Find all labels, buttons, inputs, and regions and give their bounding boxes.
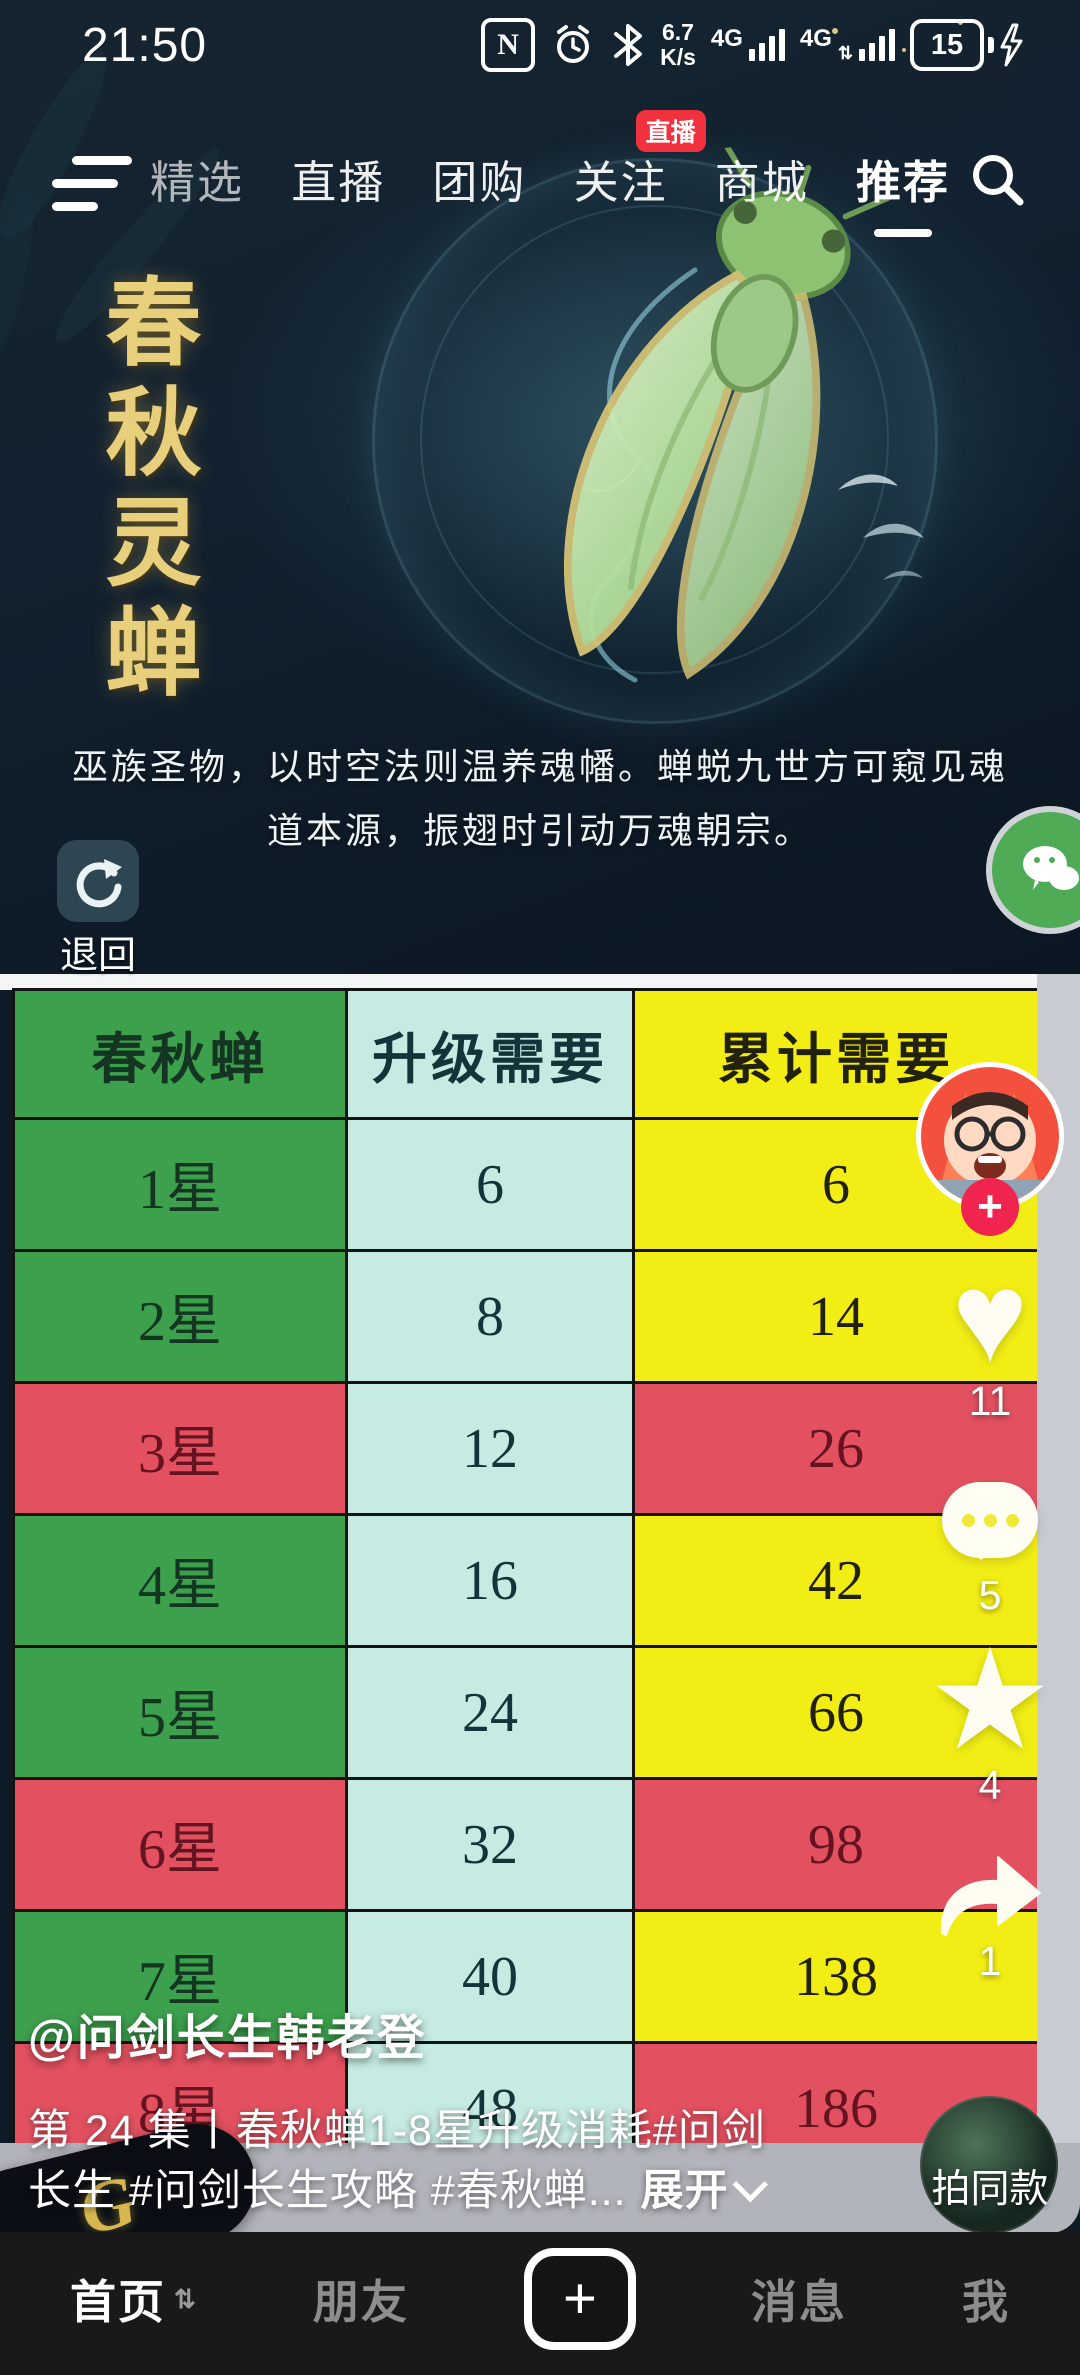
table-row: 3星 12 26 xyxy=(12,1381,1037,1516)
bottom-nav-首页[interactable]: 首页 ⇅ xyxy=(70,2275,198,2328)
shoot-same-disc[interactable] xyxy=(920,2096,1058,2234)
table-cell: 6 xyxy=(345,1117,635,1252)
table-row: 5星 24 66 xyxy=(12,1645,1037,1780)
shoot-same-label[interactable]: 拍同款 xyxy=(931,2168,1049,2211)
bluetooth-icon xyxy=(614,24,643,66)
table-cell: 2星 xyxy=(12,1249,348,1384)
table-row: 6星 32 98 xyxy=(12,1777,1037,1912)
search-icon[interactable] xyxy=(966,148,1028,210)
nfc-icon: N xyxy=(481,18,536,72)
table-row: 1星 6 6 xyxy=(12,1117,1037,1252)
table-cell: 1星 xyxy=(12,1117,348,1252)
top-navigation: 精选 直播 团购 关注 直播 商城 推荐 xyxy=(0,109,1080,238)
favorite-count: 4 xyxy=(978,1762,1002,1808)
sparkle-dot xyxy=(832,28,838,34)
table-header-cell: 升级需要 xyxy=(345,988,635,1120)
live-badge: 直播 xyxy=(635,109,706,152)
caption-line-2: 长生 #问剑长生攻略 #春秋蝉... 展开 xyxy=(28,2156,768,2218)
comment-icon[interactable] xyxy=(942,1482,1038,1558)
network-speed: 6.7 K/s xyxy=(660,19,696,70)
table-cell: 26 xyxy=(632,1381,1037,1516)
tab-商城[interactable]: 商城 xyxy=(714,156,809,208)
creator-username[interactable]: @问剑长生韩老登 xyxy=(28,2012,427,2065)
battery-indicator: 15 xyxy=(910,19,1024,71)
table-cell: 66 xyxy=(632,1645,1037,1780)
bird-marks-decoration xyxy=(838,474,924,580)
sheet-background-top xyxy=(0,974,1080,990)
table-cell: 16 xyxy=(345,1513,635,1648)
like-icon[interactable]: ♥ xyxy=(952,1246,1028,1389)
alarm-clock-icon xyxy=(557,25,590,63)
bottom-nav-消息[interactable]: 消息 xyxy=(750,2275,847,2328)
table-row: 4星 16 42 xyxy=(12,1513,1037,1648)
top-tabs: 精选 直播 团购 关注 直播 商城 推荐 xyxy=(150,109,950,218)
table-cell: 7星 xyxy=(12,1909,348,2044)
table-row: 7星 40 138 xyxy=(12,1909,1037,2044)
upgrade-cost-table: 春秋蝉 升级需要 累计需要 1星 6 6 2星 8 14 3星 12 26 4星 16 42 5星 24 66 6星… xyxy=(12,988,1037,2143)
menu-icon[interactable] xyxy=(46,156,134,212)
table-row: 春秋蝉 升级需要 累计需要 xyxy=(12,988,1037,1120)
table-cell: 3星 xyxy=(12,1381,348,1516)
table-cell: 6星 xyxy=(12,1777,348,1912)
table-cell: 32 xyxy=(345,1777,635,1912)
charging-bolt-icon xyxy=(1000,23,1023,67)
table-header-cell: 春秋蝉 xyxy=(12,988,348,1120)
glow-ring-decoration xyxy=(372,158,938,724)
description-line-2: 道本源，振翅时引动万魂朝宗。 xyxy=(266,811,813,851)
comment-count: 5 xyxy=(978,1572,1002,1618)
tab-直播[interactable]: 直播 xyxy=(291,156,386,208)
tab-团购[interactable]: 团购 xyxy=(432,156,527,208)
create-post-button[interactable]: + xyxy=(523,2247,636,2350)
table-cell: 24 xyxy=(345,1645,635,1780)
home-refresh-icon: ⇅ xyxy=(174,2283,198,2314)
bottom-nav-朋友[interactable]: 朋友 xyxy=(312,2275,409,2328)
description-line-1: 巫族圣物，以时空法则温养魂幡。蝉蜕九世方可窥见魂 xyxy=(71,747,1008,787)
clock-time: 21:50 xyxy=(82,19,208,72)
bottom-nav-我[interactable]: 我 xyxy=(961,2275,1010,2328)
share-count: 1 xyxy=(978,1938,1002,1984)
bottom-navigation: 首页 ⇅ 朋友 + 消息 我 xyxy=(0,2232,1080,2375)
table-cell: 138 xyxy=(632,1909,1037,2044)
back-button-label: 退回 xyxy=(59,935,136,977)
table-row: 2星 8 14 xyxy=(12,1249,1037,1384)
signal-sim1: 4G xyxy=(711,27,785,61)
table-cell: 14 xyxy=(632,1249,1037,1384)
share-icon[interactable] xyxy=(928,1845,1048,1937)
status-bar: 21:50 N 6.7 K/s 4G 4G ⇅ 15 xyxy=(0,12,1080,76)
status-icons: N 6.7 K/s 4G 4G ⇅ 15 xyxy=(481,16,1024,74)
table-cell: 12 xyxy=(345,1381,635,1516)
table-cell: 48 xyxy=(345,2041,635,2143)
table-cell: 5星 xyxy=(12,1645,348,1780)
tab-推荐[interactable]: 推荐 xyxy=(856,146,950,211)
table-cell: 8 xyxy=(345,1249,635,1384)
glow-ring-decoration xyxy=(420,205,889,674)
signal-sim2: 4G ⇅ xyxy=(800,27,895,62)
favorite-icon[interactable]: ★ xyxy=(927,1621,1053,1778)
back-button[interactable]: 退回 xyxy=(50,840,146,979)
undo-arrow-icon xyxy=(76,859,122,908)
tab-关注[interactable]: 关注 直播 xyxy=(574,109,706,211)
cicada-illustration xyxy=(564,142,892,680)
tab-精选[interactable]: 精选 xyxy=(150,156,245,208)
follow-plus-button[interactable]: + xyxy=(961,1178,1019,1236)
item-title-vertical: 春秋灵蝉 xyxy=(91,272,198,712)
sparkle-dot xyxy=(902,48,906,52)
table-cell: 4星 xyxy=(12,1513,348,1648)
wechat-share-float-button[interactable] xyxy=(986,806,1080,934)
table-cell: 40 xyxy=(345,1909,635,2044)
wechat-icon xyxy=(1023,846,1079,890)
item-description: 巫族圣物，以时空法则温养魂幡。蝉蜕九世方可窥见魂 道本源，振翅时引动万魂朝宗。 xyxy=(0,735,1080,863)
expand-button[interactable]: 展开 xyxy=(641,2156,768,2218)
like-count: 11 xyxy=(968,1378,1012,1424)
caption-line-1: 第 24 集丨春秋蝉1-8星升级消耗#问剑 xyxy=(28,2107,766,2155)
